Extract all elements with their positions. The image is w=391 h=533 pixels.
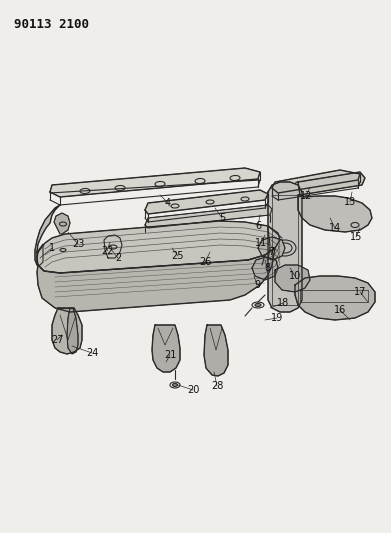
- Polygon shape: [37, 248, 275, 312]
- Text: 8: 8: [264, 263, 270, 273]
- Ellipse shape: [172, 384, 178, 386]
- Text: 19: 19: [271, 313, 283, 323]
- Polygon shape: [145, 190, 268, 214]
- Text: 15: 15: [350, 232, 362, 242]
- Text: 21: 21: [164, 350, 176, 360]
- Polygon shape: [50, 168, 260, 197]
- Text: 11: 11: [255, 238, 267, 248]
- Ellipse shape: [255, 303, 261, 306]
- Text: 6: 6: [255, 221, 261, 231]
- Polygon shape: [298, 195, 372, 232]
- Text: 22: 22: [101, 246, 113, 256]
- Polygon shape: [272, 170, 360, 193]
- Text: 13: 13: [344, 197, 356, 207]
- Text: 9: 9: [254, 280, 260, 290]
- Text: 1: 1: [49, 243, 55, 253]
- Polygon shape: [54, 213, 70, 234]
- Text: 27: 27: [51, 335, 63, 345]
- Polygon shape: [298, 172, 365, 195]
- Text: 10: 10: [289, 271, 301, 281]
- Polygon shape: [145, 205, 272, 228]
- Text: 4: 4: [165, 198, 171, 208]
- Polygon shape: [67, 308, 78, 354]
- Text: 12: 12: [300, 191, 312, 201]
- Polygon shape: [52, 308, 82, 354]
- Text: 16: 16: [334, 305, 346, 315]
- Polygon shape: [268, 182, 302, 312]
- Text: 90113 2100: 90113 2100: [14, 18, 89, 31]
- Text: 5: 5: [219, 213, 225, 223]
- Polygon shape: [295, 276, 375, 320]
- Text: 28: 28: [211, 381, 223, 391]
- Text: 25: 25: [172, 251, 184, 261]
- Polygon shape: [35, 205, 60, 265]
- Polygon shape: [252, 257, 278, 280]
- Polygon shape: [152, 325, 180, 372]
- Text: 14: 14: [329, 223, 341, 233]
- Text: 26: 26: [199, 257, 211, 267]
- Text: 2: 2: [115, 253, 121, 263]
- Text: 23: 23: [72, 239, 84, 249]
- Polygon shape: [258, 237, 285, 260]
- Text: 20: 20: [187, 385, 199, 395]
- Text: 18: 18: [277, 298, 289, 308]
- Polygon shape: [275, 265, 310, 292]
- Text: 17: 17: [354, 287, 366, 297]
- Polygon shape: [204, 325, 228, 376]
- Text: 24: 24: [86, 348, 98, 358]
- Polygon shape: [37, 221, 280, 273]
- Text: 7: 7: [268, 247, 274, 257]
